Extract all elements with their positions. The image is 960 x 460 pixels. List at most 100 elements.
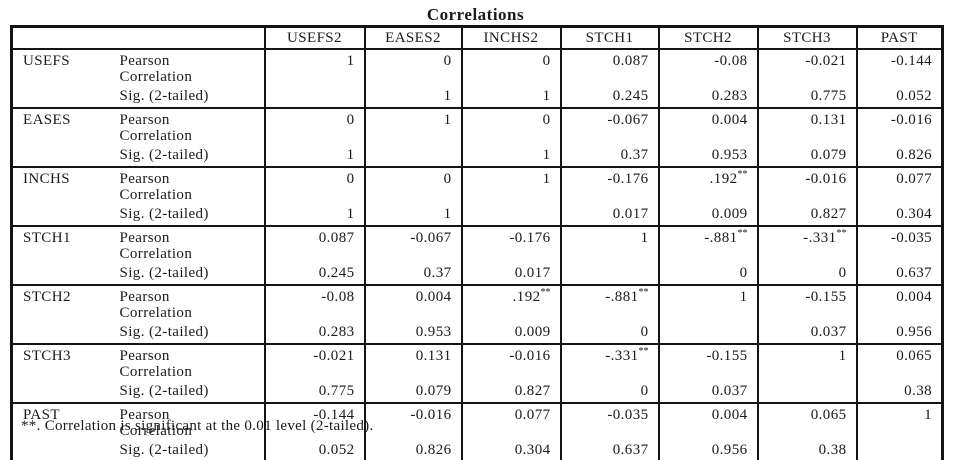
sig-value-cell: 0.017 xyxy=(460,262,562,285)
pearson-value-cell: -0.067 xyxy=(559,107,660,144)
pearson-value-cell: .192** xyxy=(657,166,759,203)
pearson-value-cell: -0.176 xyxy=(559,166,660,203)
sig-value-cell: 0.079 xyxy=(756,144,858,167)
sig-value-cell: 0.956 xyxy=(855,321,944,344)
sig-value-cell: 0.953 xyxy=(657,144,759,167)
stat-label-sig: Sig. (2-tailed) xyxy=(113,144,266,167)
pearson-value-cell: 0.087 xyxy=(263,225,366,262)
pearson-value-cell: -0.035 xyxy=(855,225,944,262)
pearson-value-cell: 1 xyxy=(756,343,858,380)
significance-stars: ** xyxy=(638,287,649,298)
significance-stars: ** xyxy=(737,228,748,239)
sig-row: Sig. (2-tailed) 1 1 0.017 0.009 0.827 0.304 xyxy=(12,203,944,226)
row-variable-label: STCH3 xyxy=(10,343,114,403)
pearson-value-cell: 0.065 xyxy=(756,402,858,439)
sig-value-cell: 0.953 xyxy=(363,321,463,344)
pearson-value-cell: 0 xyxy=(363,166,463,203)
sig-value-cell: 0.079 xyxy=(363,380,463,403)
pearson-row: STCH2 Pearson Correlation -0.08 0.004.192**… xyxy=(10,284,944,344)
pearson-value-cell: -0.021 xyxy=(756,48,858,85)
sig-value-cell: 1 xyxy=(460,85,562,108)
row-variable-label: STCH1 xyxy=(10,225,114,285)
pearson-value-cell: -0.155 xyxy=(657,343,759,380)
sig-value-cell: 0.826 xyxy=(855,144,944,167)
pearson-value-cell: 0.077 xyxy=(855,166,944,203)
pearson-value-cell: -.881** xyxy=(559,284,660,321)
sig-value-cell xyxy=(855,439,944,460)
pearson-value-cell: 0.004 xyxy=(657,402,759,439)
sig-value-cell: 0.775 xyxy=(756,85,858,108)
sig-value-cell: 0.245 xyxy=(559,85,660,108)
sig-value-cell: 1 xyxy=(263,203,366,226)
pearson-value-cell: 0 xyxy=(263,166,366,203)
correlations-table: USEFS2 EASES2 INCHS2 STCH1 STCH2 STCH3 P… xyxy=(10,25,944,460)
sig-value-cell: 0.009 xyxy=(460,321,562,344)
stat-label-text: Pearson Correlation xyxy=(119,289,193,321)
stat-label-pearson: Pearson Correlation xyxy=(113,48,266,85)
sig-value-cell xyxy=(756,380,858,403)
pearson-value-cell: .192** xyxy=(460,284,562,321)
stat-label-sig: Sig. (2-tailed) xyxy=(113,203,266,226)
pearson-value-cell: 0 xyxy=(460,107,562,144)
pearson-value-cell: -0.035 xyxy=(559,402,660,439)
pearson-row: USEFS Pearson Correlation 1 0 0 0.087 -0.08 -0.… xyxy=(10,48,944,108)
stat-label-sig: Sig. (2-tailed) xyxy=(113,262,266,285)
pearson-row: STCH1 Pearson Correlation 0.087 -0.067 -0.17… xyxy=(10,225,944,285)
stat-label-pearson: Pearson Correlation xyxy=(113,284,266,321)
row-variable-label: EASES xyxy=(10,107,114,167)
sig-value-cell xyxy=(657,321,759,344)
pearson-value-cell: 1 xyxy=(460,166,562,203)
sig-value-cell: 1 xyxy=(363,85,463,108)
pearson-value-cell: -0.176 xyxy=(460,225,562,262)
sig-value-cell: 0 xyxy=(756,262,858,285)
pearson-value-cell: 1 xyxy=(657,284,759,321)
pearson-value-cell: 0 xyxy=(263,107,366,144)
sig-value-cell: 0.009 xyxy=(657,203,759,226)
sig-value-cell: 0.052 xyxy=(855,85,944,108)
pearson-value-cell: 0.077 xyxy=(460,402,562,439)
sig-value-cell: 0.38 xyxy=(756,439,858,460)
sig-value-cell: 0.245 xyxy=(263,262,366,285)
pearson-value-cell: 1 xyxy=(559,225,660,262)
sig-value-cell: 0.037 xyxy=(756,321,858,344)
sig-value-cell: 0.827 xyxy=(460,380,562,403)
significance-stars: ** xyxy=(737,169,748,180)
stat-label-text: Pearson Correlation xyxy=(119,230,193,262)
sig-value-cell: 0.304 xyxy=(855,203,944,226)
stat-label-text: Pearson Correlation xyxy=(119,348,193,380)
column-header-inchs2: INCHS2 xyxy=(460,26,562,50)
pearson-value-cell: 0.087 xyxy=(559,48,660,85)
column-header-stch3: STCH3 xyxy=(756,26,858,50)
stat-label-pearson: Pearson Correlation xyxy=(113,225,266,262)
sig-value-cell: 1 xyxy=(263,144,366,167)
row-variable-label: STCH2 xyxy=(10,284,114,344)
pearson-value-cell: -0.021 xyxy=(263,343,366,380)
pearson-value-cell: -0.067 xyxy=(363,225,463,262)
stat-label-text: Pearson Correlation xyxy=(119,407,193,439)
stat-label-sig: Sig. (2-tailed) xyxy=(113,380,266,403)
pearson-value-cell: 0 xyxy=(460,48,562,85)
pearson-row: STCH3 Pearson Correlation -0.021 0.131 -0.01… xyxy=(10,343,944,403)
sig-value-cell xyxy=(460,203,562,226)
pearson-value-cell: 0.131 xyxy=(756,107,858,144)
stat-label-pearson: Pearson Correlation xyxy=(113,402,266,439)
column-header-past: PAST xyxy=(855,26,944,50)
pearson-value-cell: 0 xyxy=(363,48,463,85)
pearson-value-cell: 0.065 xyxy=(855,343,944,380)
sig-row: Sig. (2-tailed) 0.283 0.953 0.009 0 0.037 0.95… xyxy=(12,321,944,344)
sig-value-cell: 0.283 xyxy=(263,321,366,344)
sig-value-cell: 0 xyxy=(657,262,759,285)
sig-value-cell: 0.38 xyxy=(855,380,944,403)
pearson-value-cell: -0.08 xyxy=(263,284,366,321)
sig-value-cell: 0.827 xyxy=(756,203,858,226)
stub-header-cell xyxy=(11,26,266,50)
pearson-value-cell: 0.004 xyxy=(363,284,463,321)
sig-value-cell xyxy=(363,144,463,167)
pearson-value-cell: 1 xyxy=(363,107,463,144)
sig-row: Sig. (2-tailed) 0.052 0.826 0.304 0.637 0.956… xyxy=(12,439,944,460)
row-variable-label: USEFS xyxy=(10,48,114,108)
sig-row: Sig. (2-tailed) 1 1 0.37 0.953 0.079 0.826 xyxy=(12,144,944,167)
stat-label-sig: Sig. (2-tailed) xyxy=(113,321,266,344)
column-header-usefs2: USEFS2 xyxy=(263,26,366,50)
pearson-row: INCHS Pearson Correlation 0 0 1 -0.176.192** -… xyxy=(10,166,944,226)
